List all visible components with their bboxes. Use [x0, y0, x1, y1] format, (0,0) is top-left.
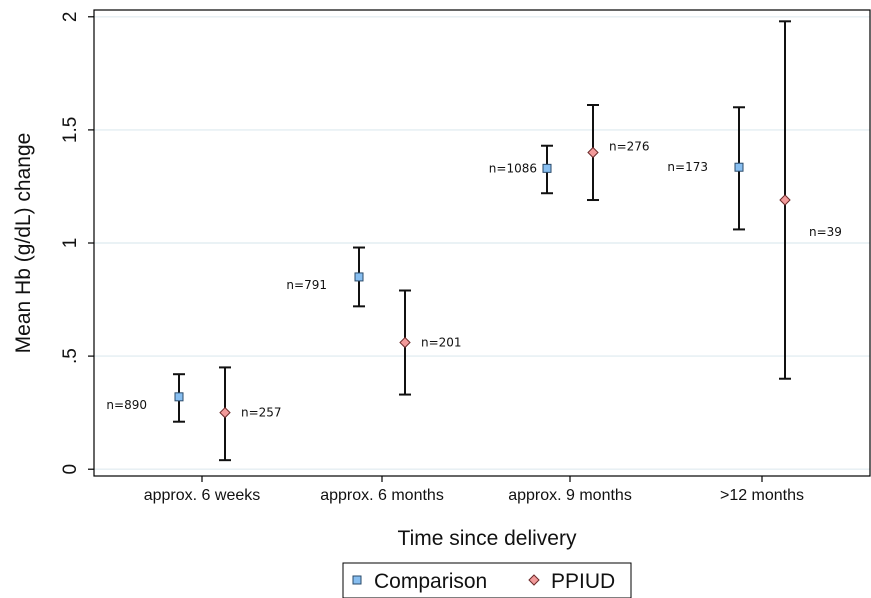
- legend-box: [342, 562, 632, 598]
- comparison-point-1: [354, 272, 364, 282]
- ppiud-point-2: [587, 146, 599, 159]
- gridlines: [94, 16, 870, 470]
- comparison-n-label-3: n=173: [667, 160, 708, 174]
- ppiud-point-3: [779, 194, 791, 206]
- x-tick-label-1: approx. 6 months: [320, 487, 444, 504]
- comparison-n-label-1: n=791: [286, 278, 327, 292]
- x-tick-label-0: approx. 6 weeks: [144, 487, 261, 504]
- comparison-point-3: [734, 162, 744, 172]
- x-tick-label-3: >12 months: [720, 487, 804, 504]
- ppiud-point-1: [399, 336, 411, 349]
- y-tick-label-1: .5: [60, 348, 81, 364]
- comparison-point-0: [174, 392, 184, 402]
- comparison-n-label-0: n=890: [106, 398, 147, 412]
- legend: Comparison PPIUD: [342, 562, 632, 598]
- y-tick-label-2: 1: [60, 238, 81, 249]
- comparison-point-2: [542, 163, 552, 173]
- x-axis-title: Time since delivery: [398, 527, 577, 550]
- ppiud-n-label-0: n=257: [241, 406, 282, 420]
- ppiud-n-label-2: n=276: [609, 140, 650, 154]
- y-tick-label-4: 2: [60, 11, 81, 22]
- x-tick-label-2: approx. 9 months: [508, 487, 632, 504]
- axes: 0 .5 1 1.5 2 approx. 6 weeks approx. 6 months a…: [60, 11, 804, 504]
- legend-ppiud-label: PPIUD: [551, 570, 615, 593]
- legend-comparison-marker: [352, 575, 362, 585]
- legend-comparison-label: Comparison: [374, 570, 487, 593]
- legend-ppiud-marker: [528, 574, 540, 586]
- y-axis-title: Mean Hb (g/dL) change: [12, 133, 35, 354]
- y-tick-label-0: 0: [60, 464, 81, 475]
- ppiud-point-0: [219, 406, 231, 419]
- y-tick-label-3: 1.5: [60, 117, 81, 143]
- data-marks: n=890 n=791 n=1086 n=173 n=257 n=201 n=276 n=39: [106, 20, 842, 462]
- ppiud-n-label-3: n=39: [809, 225, 842, 239]
- comparison-n-label-2: n=1086: [489, 161, 537, 175]
- ppiud-n-label-1: n=201: [421, 336, 462, 350]
